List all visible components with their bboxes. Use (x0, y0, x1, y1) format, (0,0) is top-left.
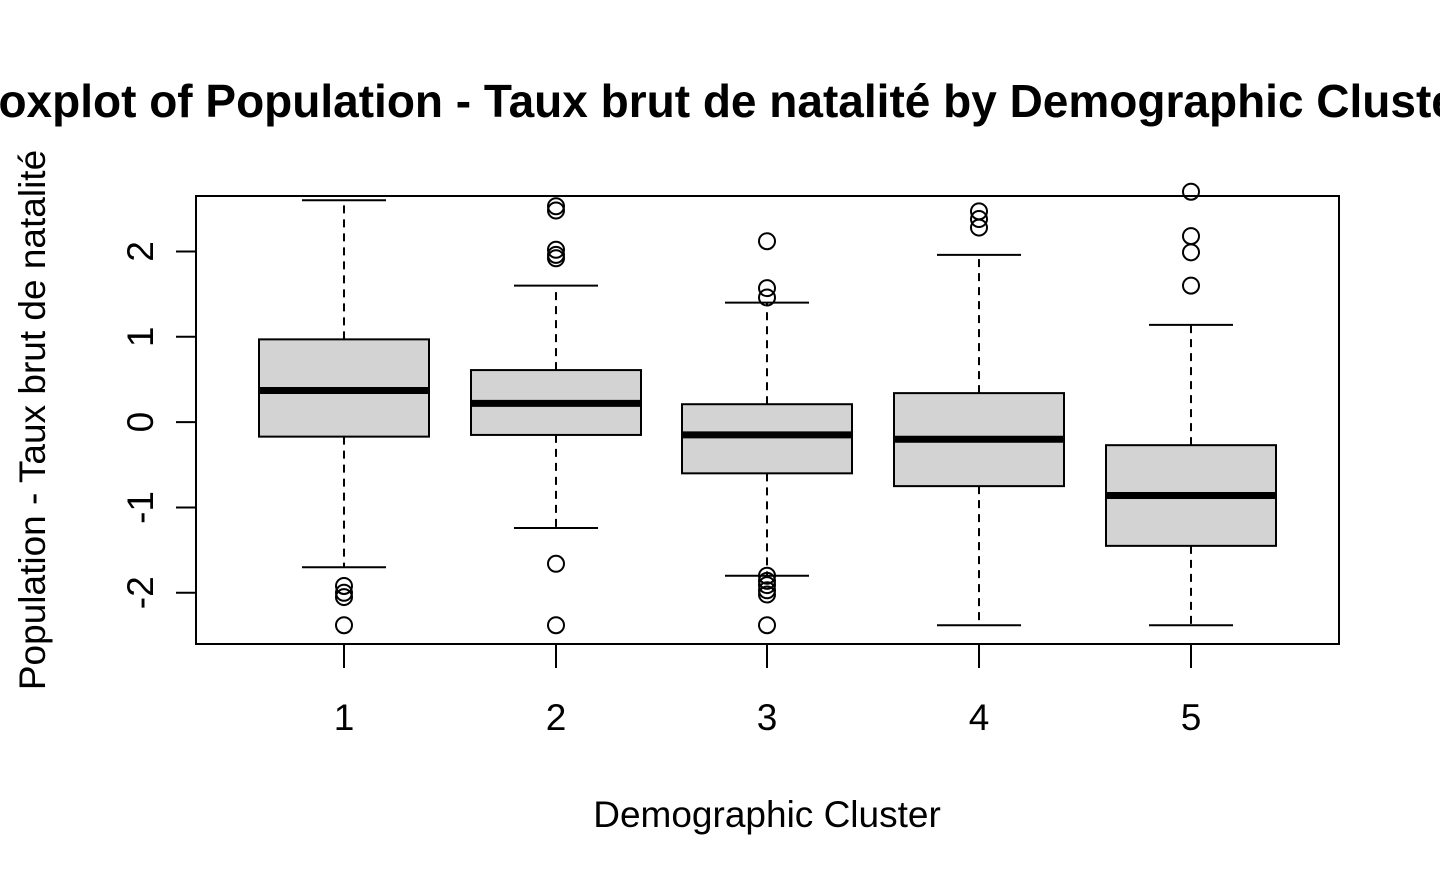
outlier-point (1182, 276, 1200, 295)
outlier-point (547, 245, 565, 264)
outlier-point (335, 588, 353, 607)
outlier-point (1182, 227, 1200, 246)
y-axis-label: Population - Taux brut de natalité (12, 150, 53, 690)
outlier-point (758, 232, 776, 251)
outlier-point (335, 616, 353, 635)
x-tick-label: 2 (546, 697, 567, 738)
outlier-point (758, 576, 776, 595)
outlier-point (547, 240, 565, 259)
outlier-point (1182, 243, 1200, 262)
y-tick-label: -2 (120, 576, 161, 609)
outlier-point (547, 554, 565, 573)
chart-title: Boxplot of Population - Taux brut de nat… (0, 75, 1440, 127)
outlier-point (758, 279, 776, 298)
outlier-point (547, 201, 565, 220)
outlier-point (758, 616, 776, 635)
outlier-point (970, 202, 988, 221)
outlier-point (758, 585, 776, 604)
outlier-point (547, 616, 565, 635)
outlier-point (1182, 182, 1200, 201)
outlier-point (970, 210, 988, 229)
x-tick-label: 1 (334, 697, 355, 738)
outlier-point (758, 566, 776, 585)
plot-area: -2 -1 0 1 2 1 2 3 4 5 (120, 182, 1340, 738)
y-tick-label: -1 (120, 491, 161, 524)
y-tick-label: 2 (120, 241, 161, 262)
outlier-point (758, 571, 776, 590)
x-tick-label: 3 (757, 697, 778, 738)
outlier-point (335, 583, 353, 602)
outlier-point (758, 288, 776, 307)
outlier-point (547, 197, 565, 216)
x-axis-label: Demographic Cluster (593, 794, 941, 835)
x-tick-label: 4 (969, 697, 990, 738)
outlier-point (758, 581, 776, 600)
x-tick-label: 5 (1181, 697, 1202, 738)
outlier-point (335, 576, 353, 595)
y-tick-label: 0 (120, 412, 161, 433)
box-iqr (681, 403, 853, 475)
y-tick-label: 1 (120, 327, 161, 348)
